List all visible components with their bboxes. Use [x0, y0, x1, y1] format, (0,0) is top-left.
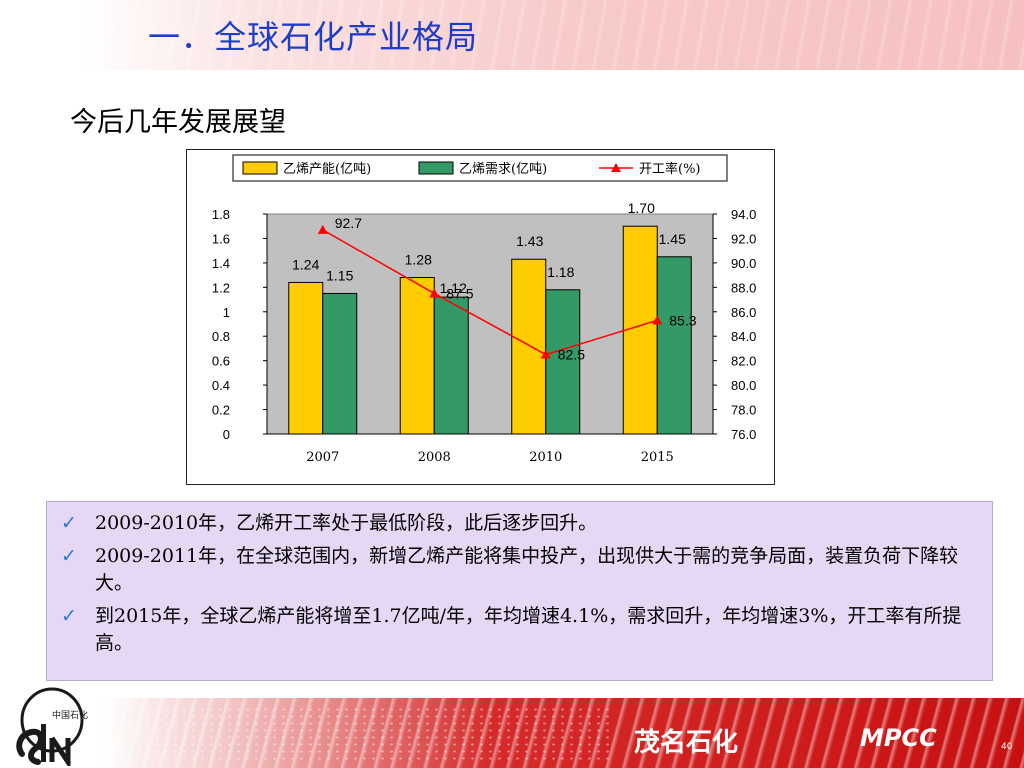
bar — [288, 281, 324, 435]
line-point — [429, 288, 440, 298]
bar — [622, 225, 658, 435]
bullet-item: ✓ 2009-2011年，在全球范围内，新增乙烯产能将集中投产，出现供大于需的竞… — [61, 543, 980, 597]
page-title: 一．全球石化产业格局 — [148, 18, 479, 56]
footer-brand: 茂名石化 — [634, 728, 739, 758]
data-label: 92.7 — [335, 215, 362, 231]
logo-text: 中国石化 — [52, 709, 88, 721]
y-left-tick-label: 1 — [223, 305, 230, 320]
data-label: 1.24 — [292, 256, 319, 272]
footer-band — [0, 698, 1024, 768]
y-right-tick-label: 80.0 — [731, 378, 756, 393]
bullet-item: ✓ 到2015年，全球乙烯产能将增至1.7亿吨/年，年均增速4.1%，需求回升，… — [61, 603, 980, 657]
y-right-tick-label: 78.0 — [731, 403, 756, 418]
bar — [322, 292, 358, 435]
data-label: 85.3 — [669, 312, 696, 328]
footer-code: MPCC — [860, 724, 937, 752]
slide-subtitle: 今后几年发展展望 — [70, 107, 286, 138]
legend-label: 乙烯产能(亿吨) — [283, 162, 371, 177]
y-left-tick-label: 1.6 — [212, 231, 230, 246]
legend-label: 乙烯需求(亿吨) — [459, 162, 547, 177]
data-label: 82.5 — [558, 347, 585, 363]
bullet-item: ✓ 2009-2010年，乙烯开工率处于最低阶段，此后逐步回升。 — [61, 510, 980, 537]
chart-frame: 0 0.2 0.4 0.6 0.8 1 1.2 1.4 1.6 1.8 76.0 78.0 80.0 82… — [186, 149, 775, 485]
legend-marker — [611, 163, 621, 172]
y-left-tick-label: 0 — [223, 427, 230, 442]
data-label: 1.18 — [547, 264, 574, 280]
data-label: 1.28 — [405, 252, 432, 268]
line-point — [540, 349, 551, 359]
data-label: 1.12 — [440, 280, 467, 296]
x-tick-label: 2007 — [306, 450, 339, 465]
header-band — [0, 0, 1024, 70]
bullet-text: 2009-2011年，在全球范围内，新增乙烯产能将集中投产，出现供大于需的竞争局… — [95, 545, 959, 594]
bar — [433, 296, 469, 435]
y-right-tick-label: 90.0 — [731, 256, 756, 271]
line-point — [317, 224, 328, 234]
line-series — [322, 229, 658, 356]
y-left-tick-label: 0.6 — [212, 354, 230, 369]
check-icon: ✓ — [61, 605, 77, 627]
y-left-tick-label: 1.8 — [212, 207, 230, 222]
data-label: 1.43 — [516, 233, 543, 249]
x-tick-label: 2008 — [418, 450, 451, 465]
y-left-tick-label: 1.2 — [212, 280, 230, 295]
bullet-text: 2009-2010年，乙烯开工率处于最低阶段，此后逐步回升。 — [95, 512, 598, 534]
legend-swatch — [242, 161, 278, 175]
page-number: 40 — [1001, 742, 1013, 752]
data-label: 1.15 — [326, 267, 353, 283]
y-right-tick-label: 94.0 — [731, 207, 756, 222]
check-icon: ✓ — [61, 512, 77, 534]
legend — [232, 154, 728, 182]
y-right-tick-label: 86.0 — [731, 305, 756, 320]
y-left-tick-label: 0.8 — [212, 329, 230, 344]
x-tick-label: 2015 — [641, 450, 674, 465]
data-label: 87.5 — [446, 285, 473, 301]
legend-swatch — [418, 161, 454, 175]
y-right-tick-label: 82.0 — [731, 354, 756, 369]
y-left-tick-label: 0.4 — [212, 378, 230, 393]
y-left-tick-label: 0.2 — [212, 403, 230, 418]
x-tick-label: 2010 — [529, 450, 562, 465]
y-left-tick-label: 1.4 — [212, 256, 230, 271]
bar — [511, 258, 547, 435]
bar — [656, 256, 692, 435]
chart: 0 0.2 0.4 0.6 0.8 1 1.2 1.4 1.6 1.8 76.0 78.0 80.0 82… — [212, 154, 756, 465]
legend-label: 开工率(%) — [639, 161, 701, 177]
line-point — [652, 315, 663, 325]
data-label: 1.45 — [659, 231, 686, 247]
y-right-tick-label: 84.0 — [731, 329, 756, 344]
check-icon: ✓ — [61, 545, 77, 567]
bullet-box: ✓ 2009-2010年，乙烯开工率处于最低阶段，此后逐步回升。 ✓ 2009-… — [46, 501, 993, 681]
y-right-tick-label: 76.0 — [731, 427, 756, 442]
bar — [545, 289, 581, 435]
data-label: 1.70 — [628, 200, 655, 216]
sinopec-logo: 中国石化 — [16, 687, 88, 766]
y-right-tick-label: 88.0 — [731, 280, 756, 295]
bar — [399, 277, 435, 435]
bullet-text: 到2015年，全球乙烯产能将增至1.7亿吨/年，年均增速4.1%，需求回升，年均… — [95, 605, 962, 654]
y-right-tick-label: 92.0 — [731, 231, 756, 246]
